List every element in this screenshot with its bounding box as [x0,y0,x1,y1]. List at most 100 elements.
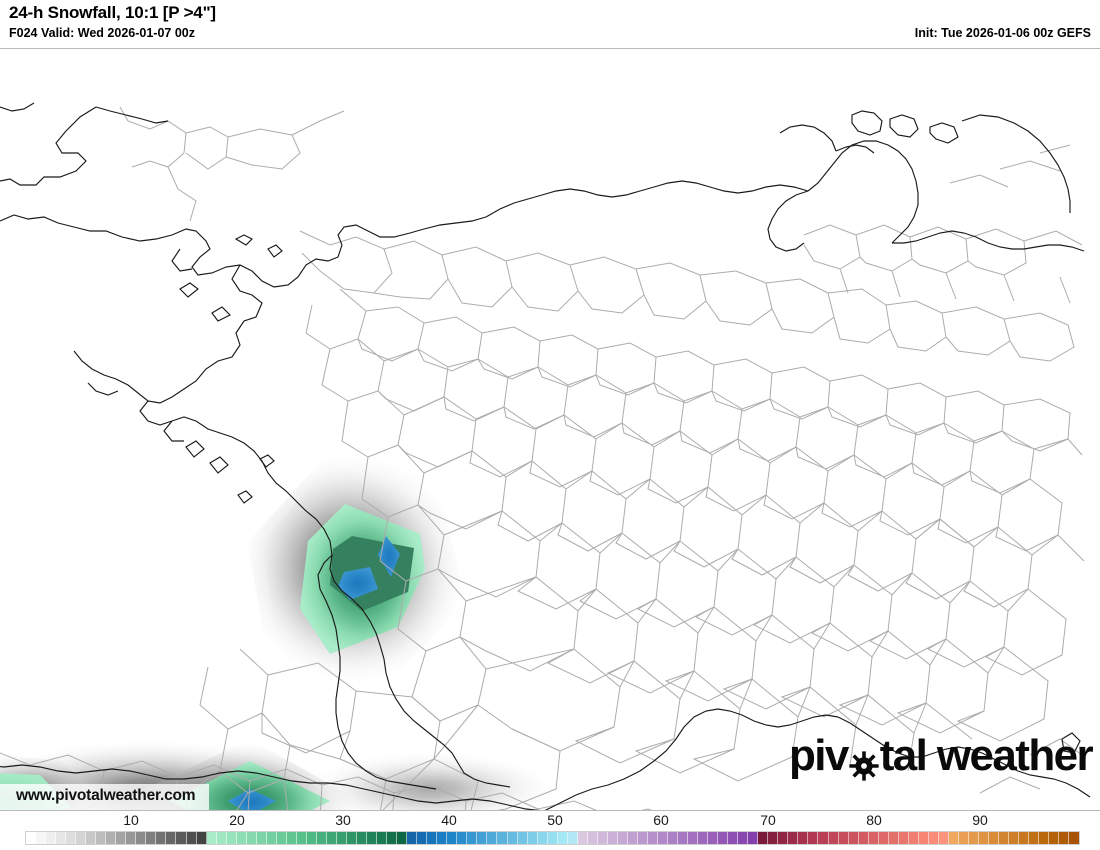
colorbar-tick-label: 60 [653,812,669,828]
colorbar-tick-label: 30 [335,812,351,828]
colorbar-swatch [868,832,879,844]
colorbar-swatch [657,832,668,844]
colorbar-swatch [246,832,257,844]
colorbar-swatch [397,832,408,844]
colorbar-swatch [958,832,969,844]
colorbar-legend: 10 20 30 40 50 60 70 80 90 [0,811,1100,850]
colorbar-swatch [928,832,939,844]
site-url-watermark: www.pivotalweather.com [0,784,210,810]
admin-borders [0,106,1085,810]
colorbar-swatch [507,832,518,844]
colorbar-swatch [276,832,287,844]
colorbar-swatch [918,832,929,844]
colorbar-swatch [768,832,779,844]
colorbar-swatch [106,832,117,844]
colorbar-swatch [326,832,337,844]
colorbar-swatch [647,832,658,844]
colorbar-swatch [206,832,217,844]
colorbar-swatch [56,832,67,844]
colorbar-tick-label: 10 [123,812,139,828]
colorbar-swatch [948,832,959,844]
colorbar-swatch [136,832,147,844]
map-header: 24-h Snowfall, 10:1 [P >4"] F024 Valid: … [0,0,1100,48]
colorbar-swatch [738,832,749,844]
colorbar-swatch [26,832,37,844]
colorbar-swatch [818,832,829,844]
colorbar-swatch [86,832,97,844]
colorbar-swatch [537,832,548,844]
colorbar-swatch [216,832,227,844]
colorbar-tick-label: 40 [441,812,457,828]
colorbar-swatch [718,832,729,844]
colorbar-swatch [357,832,368,844]
colorbar-swatch [336,832,347,844]
colorbar-swatch [838,832,849,844]
logo-text-after: tal weather [879,731,1094,780]
colorbar-swatch [1009,832,1020,844]
colorbar-swatch [748,832,759,844]
colorbar-swatch [487,832,498,844]
colorbar-swatch [1069,832,1080,844]
map-graphic [0,49,1100,810]
colorbar-swatch [156,832,167,844]
coastlines [0,102,1091,810]
colorbar-swatch [236,832,247,844]
colorbar-swatch [607,832,618,844]
colorbar-swatch [286,832,297,844]
colorbar-swatch [46,832,57,844]
colorbar-swatch [1029,832,1040,844]
colorbar-swatch [888,832,899,844]
colorbar-swatch [66,832,77,844]
colorbar-swatch [166,832,177,844]
model-init-time: Init: Tue 2026-01-06 00z GEFS [914,26,1091,40]
gear-snowflake-icon [849,745,879,781]
colorbar-swatch [567,832,578,844]
colorbar-tick-label: 90 [972,812,988,828]
colorbar-swatch [407,832,418,844]
colorbar-swatch [938,832,949,844]
colorbar-swatch [758,832,769,844]
colorbar-swatch [878,832,889,844]
colorbar-swatch [688,832,699,844]
colorbar-swatch [116,832,127,844]
colorbar-swatch [266,832,277,844]
colorbar-swatch [477,832,488,844]
colorbar-swatch [527,832,538,844]
colorbar-swatch [497,832,508,844]
logo-text-before: piv [788,731,849,780]
colorbar-swatch [547,832,558,844]
colorbar-tick-label: 70 [760,812,776,828]
colorbar-swatch [788,832,799,844]
page-title: 24-h Snowfall, 10:1 [P >4"] [9,3,216,22]
colorbar-swatch [898,832,909,844]
colorbar-tick-label: 50 [547,812,563,828]
colorbar-swatch [367,832,378,844]
colorbar-swatch [306,832,317,844]
colorbar-swatch [798,832,809,844]
colorbar-swatch [637,832,648,844]
colorbar-swatch [597,832,608,844]
colorbar-swatch [316,832,327,844]
colorbar-swatch [467,832,478,844]
colorbar-swatch [126,832,137,844]
colorbar-swatch [347,832,358,844]
colorbar-swatch [96,832,107,844]
colorbar-swatch [1049,832,1060,844]
colorbar-swatch [36,832,47,844]
colorbar-swatch [989,832,1000,844]
colorbar-swatch [447,832,458,844]
map-canvas[interactable]: www.pivotalweather.com piv [0,48,1100,811]
colorbar-swatch [176,832,187,844]
colorbar-swatch [296,832,307,844]
colorbar-swatch [999,832,1010,844]
colorbar-swatch [968,832,979,844]
colorbar-swatch [858,832,869,844]
colorbar-swatch [908,832,919,844]
colorbar-tick-label: 20 [229,812,245,828]
colorbar-swatch [437,832,448,844]
colorbar-tick-label: 80 [866,812,882,828]
colorbar-swatches [25,831,1080,845]
colorbar-swatch [1059,832,1070,844]
colorbar-swatch [808,832,819,844]
